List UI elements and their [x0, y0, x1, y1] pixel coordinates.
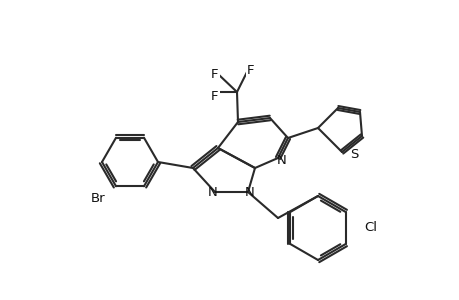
Text: Br: Br — [90, 192, 105, 205]
Text: S: S — [349, 148, 358, 160]
Text: F: F — [211, 68, 218, 80]
Text: Cl: Cl — [363, 221, 376, 235]
Text: F: F — [247, 64, 254, 76]
Text: N: N — [207, 187, 218, 200]
Text: F: F — [211, 89, 218, 103]
Text: N: N — [245, 187, 254, 200]
Text: N: N — [276, 154, 286, 166]
